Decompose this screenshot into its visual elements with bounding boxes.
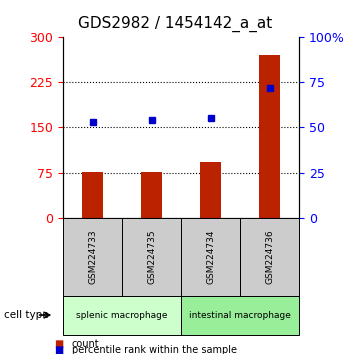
Bar xyxy=(259,55,280,218)
Text: splenic macrophage: splenic macrophage xyxy=(76,310,168,320)
Text: percentile rank within the sample: percentile rank within the sample xyxy=(72,346,237,354)
Text: count: count xyxy=(72,339,99,349)
Text: intestinal macrophage: intestinal macrophage xyxy=(189,310,291,320)
Bar xyxy=(141,172,162,218)
Text: GSM224736: GSM224736 xyxy=(265,229,274,284)
Text: GSM224734: GSM224734 xyxy=(206,229,215,284)
Bar xyxy=(200,162,221,218)
Text: GDS2982 / 1454142_a_at: GDS2982 / 1454142_a_at xyxy=(78,16,272,32)
Text: GSM224733: GSM224733 xyxy=(88,229,97,284)
Text: ■: ■ xyxy=(54,339,63,349)
Text: GSM224735: GSM224735 xyxy=(147,229,156,284)
Text: cell type: cell type xyxy=(4,310,48,320)
Text: ■: ■ xyxy=(54,346,63,354)
Bar xyxy=(82,172,103,218)
